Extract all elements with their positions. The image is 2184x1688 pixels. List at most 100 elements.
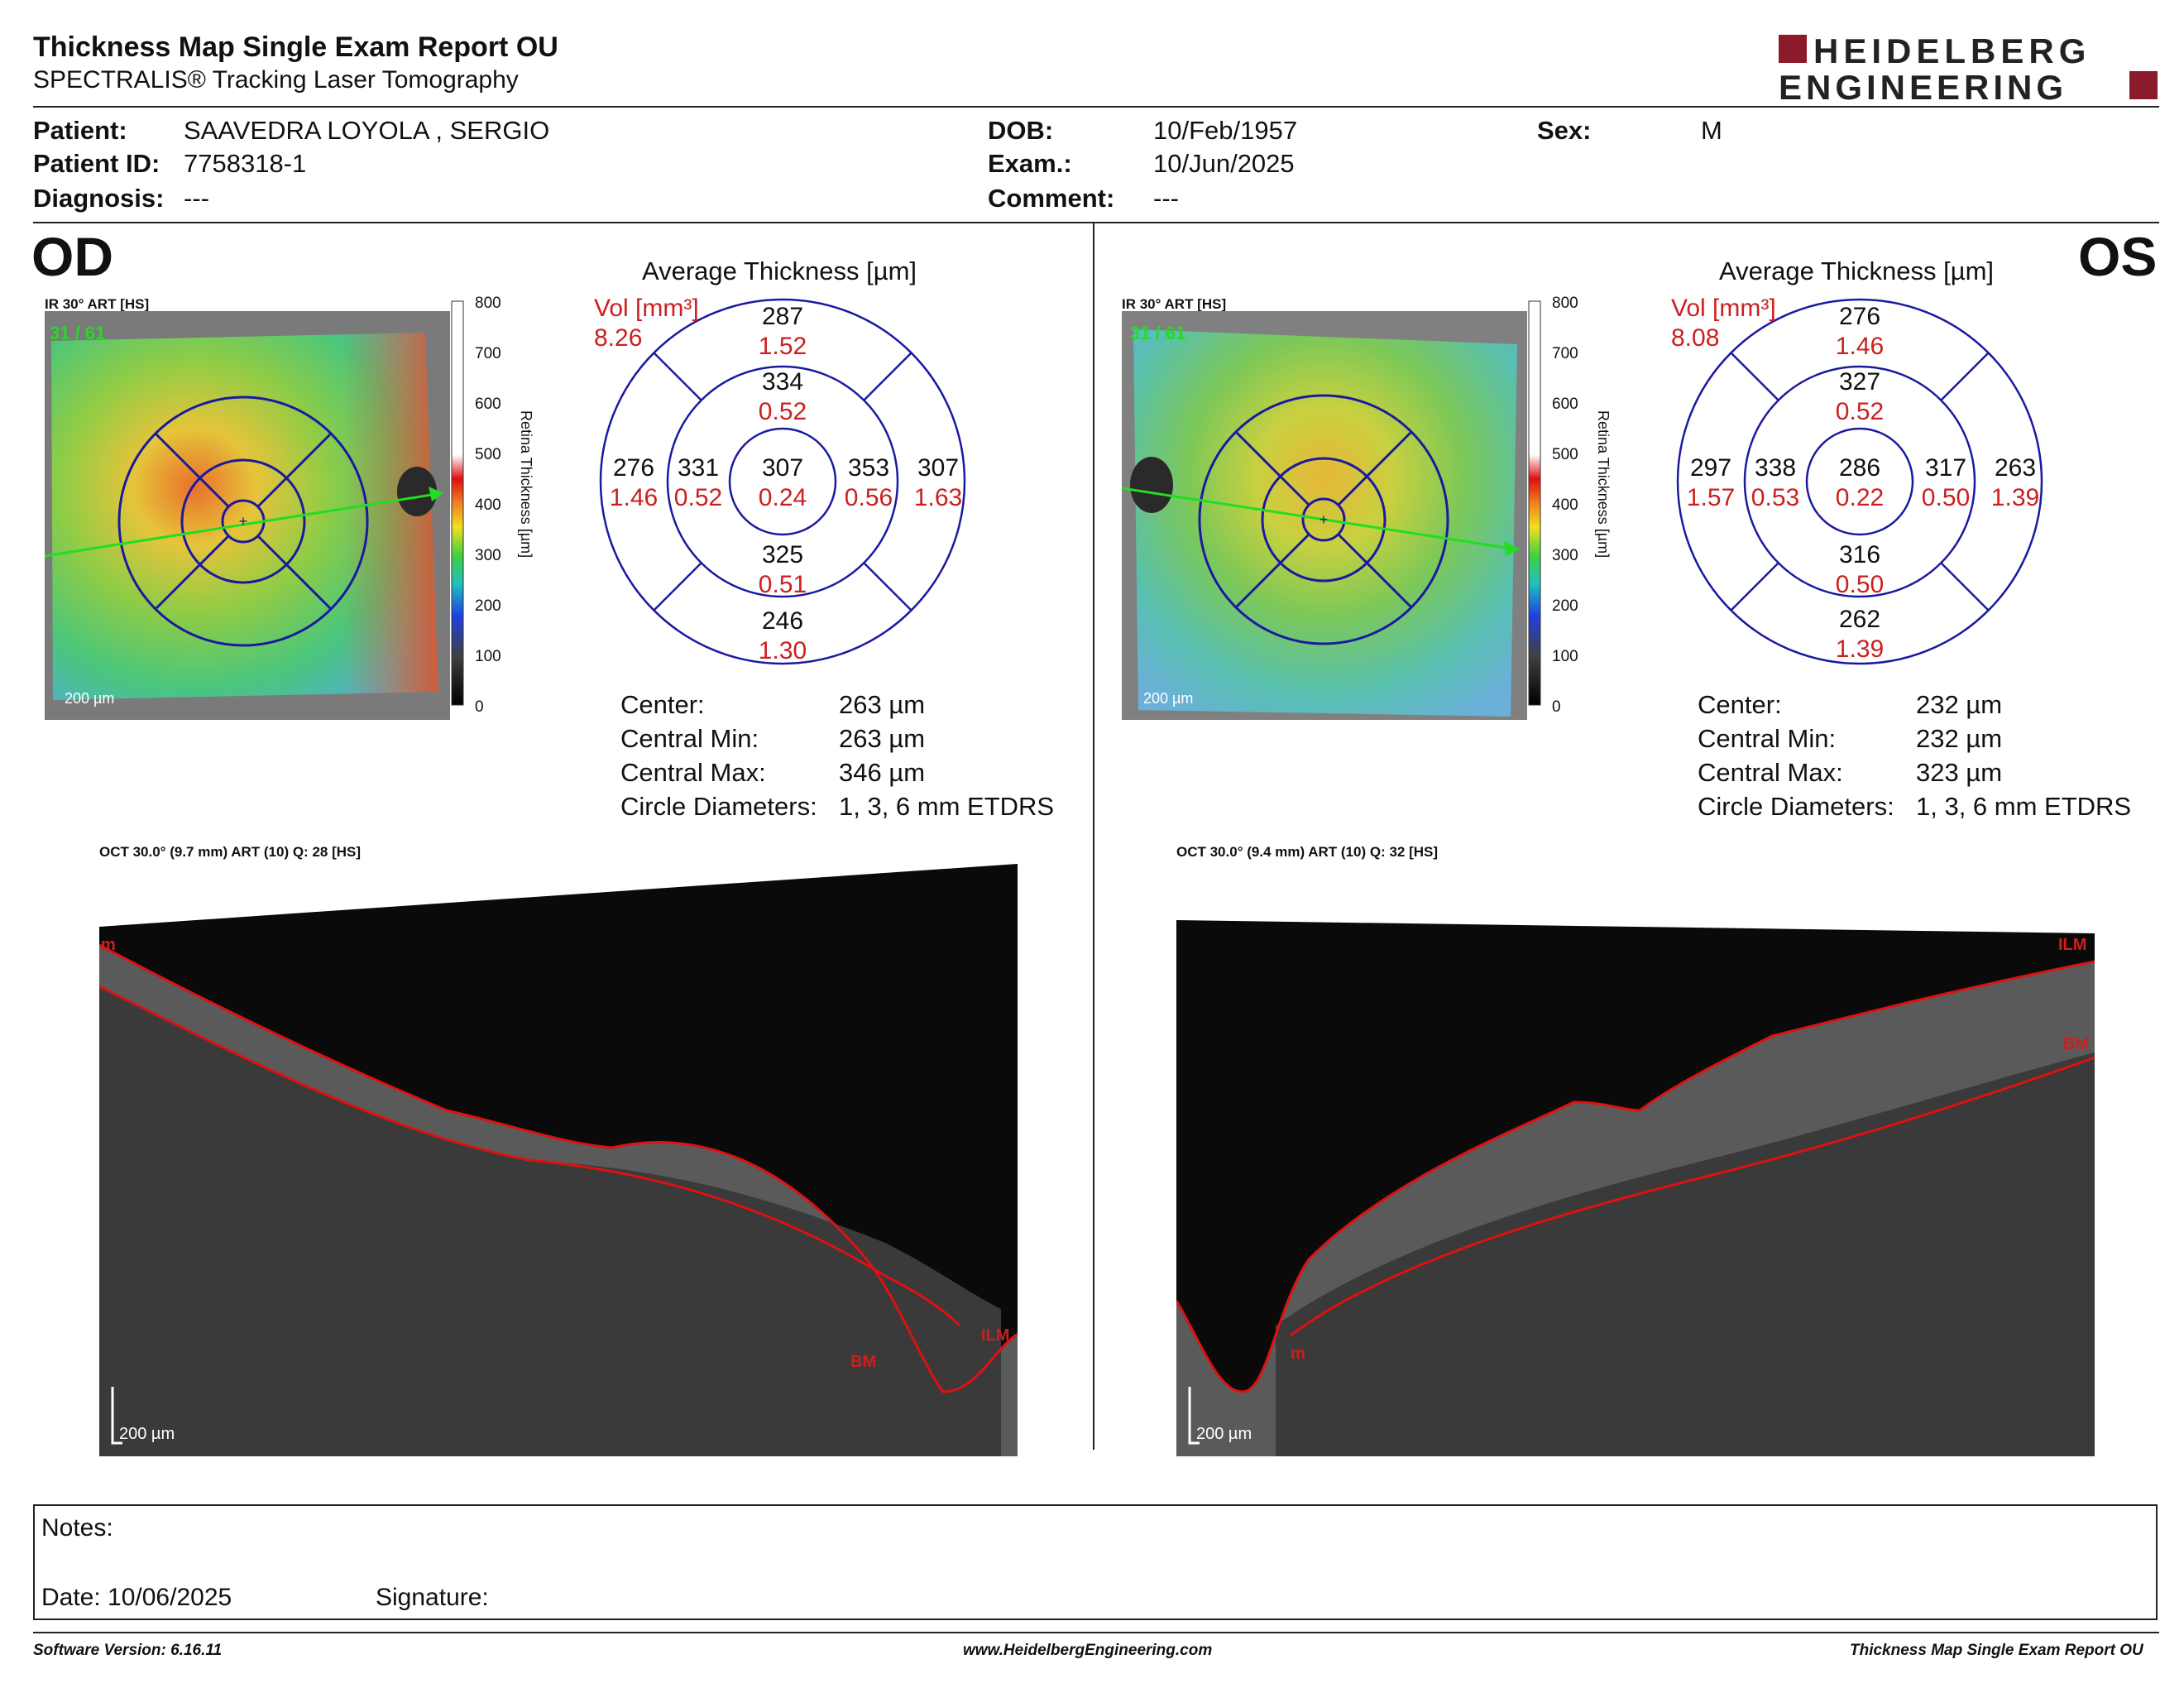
od-colorbar-title: Retina Thickness [µm] <box>518 410 534 558</box>
od-colorbar-gradient <box>451 300 464 706</box>
od-center-cross: + <box>239 513 248 530</box>
od-ilm-line <box>99 943 1018 1393</box>
os-thickness-map: + 31 / 61 200 µm <box>1122 311 1527 720</box>
os-ilm-line <box>1176 960 2095 1393</box>
os-cb-tick: 100 <box>1552 648 1578 665</box>
os-stat-value: 323 µm <box>1916 758 2003 787</box>
os-cb-tick: 0 <box>1552 698 1561 716</box>
od-stat-value: 263 µm <box>839 690 926 719</box>
os-oct-header: OCT 30.0° (9.4 mm) ART (10) Q: 32 [HS] <box>1176 844 1439 860</box>
os-cb-tick: 200 <box>1552 597 1578 615</box>
os-cb-tick: 600 <box>1552 396 1578 413</box>
od-inner-inf-vol: 0.51 <box>759 571 807 598</box>
od-inner-right-vol: 0.56 <box>845 484 893 511</box>
od-inner-sup-vol: 0.52 <box>759 398 807 425</box>
od-oct-label-bm: BM <box>850 1353 876 1371</box>
os-stat-value: 1, 3, 6 mm ETDRS <box>1916 792 2132 821</box>
os-colorbar-gradient <box>1528 300 1541 706</box>
os-colorbar-ticks: 800 700 600 500 400 300 200 100 0 <box>1552 295 1578 716</box>
od-oct-choroid <box>99 986 1001 1456</box>
os-inner-inf-thickness: 316 <box>1839 541 1880 568</box>
os-center-vol: 0.22 <box>1836 484 1884 511</box>
od-ir-counter: 31 / 61 <box>50 323 105 343</box>
od-cb-tick: 600 <box>475 396 501 413</box>
os-etdrs-grid <box>1198 394 1449 645</box>
comment-label: Comment: <box>988 184 1115 213</box>
os-inner-right-vol: 0.50 <box>1922 484 1970 511</box>
od-label: OD <box>31 226 113 287</box>
od-oct-label-ilm: ILM <box>981 1326 1009 1345</box>
od-oct-scale-bar <box>111 1387 122 1445</box>
os-avg-title: Average Thickness [µm] <box>1719 257 1995 285</box>
os-oct-label-bottom: m <box>1291 1345 1305 1363</box>
od-cb-tick: 200 <box>475 597 501 615</box>
os-vol-label: Vol [mm³] <box>1671 295 1776 322</box>
os-sector-values: 276 1.46 327 0.52 286 0.22 338 0.53 317 … <box>1687 303 2039 663</box>
od-outer-inf-thickness: 246 <box>762 607 803 635</box>
od-outer-right-thickness: 307 <box>917 454 959 482</box>
od-ir-scale: 200 µm <box>65 690 114 707</box>
os-stat-label: Center: <box>1698 690 1782 719</box>
website-link[interactable]: www.HeidelbergEngineering.com <box>963 1642 1213 1659</box>
os-stat-value: 232 µm <box>1916 690 2003 719</box>
od-oct-scale: 200 µm <box>119 1425 175 1443</box>
patient-name: SAAVEDRA LOYOLA , SERGIO <box>184 116 550 145</box>
od-vol-label: Vol [mm³] <box>594 295 699 322</box>
os-inner-inf-vol: 0.50 <box>1836 571 1884 598</box>
exam-value: 10/Jun/2025 <box>1153 149 1295 178</box>
os-heat-overlay <box>1133 329 1517 717</box>
od-scan-arrow <box>429 487 443 501</box>
os-colorbar: 800 700 600 500 400 300 200 100 0 Retina… <box>1528 295 1612 716</box>
os-oct-scale: 200 µm <box>1196 1425 1252 1443</box>
os-cb-tick: 700 <box>1552 345 1578 362</box>
patient-id-label: Patient ID: <box>33 149 160 178</box>
os-label: OS <box>2078 226 2158 287</box>
od-cb-tick: 0 <box>475 698 484 716</box>
os-outer-left-vol: 1.57 <box>1687 484 1735 511</box>
od-outer-right-vol: 1.63 <box>914 484 962 511</box>
od-outer-left-thickness: 276 <box>613 454 654 482</box>
signature-label: Signature: <box>376 1584 489 1611</box>
software-version: Software Version: 6.16.11 <box>33 1642 223 1659</box>
od-etdrs-rings <box>599 298 966 665</box>
od-sector-values: 287 1.52 334 0.52 307 0.24 331 0.52 353 … <box>610 303 962 664</box>
od-avg-title: Average Thickness [µm] <box>642 257 917 285</box>
logo-line1: HEIDELBERG <box>1813 31 2091 70</box>
od-stat-label: Central Min: <box>620 724 759 753</box>
patient-label: Patient: <box>33 116 127 145</box>
od-inner-sup-thickness: 334 <box>762 368 803 396</box>
os-ir-counter: 31 / 61 <box>1130 323 1185 343</box>
notes-box[interactable]: Notes: Date: 10/06/2025 Signature: <box>33 1504 2158 1620</box>
sex-label: Sex: <box>1537 116 1592 145</box>
os-oct-top-mask <box>1176 862 2095 933</box>
report-subtitle: SPECTRALIS® Tracking Laser Tomography <box>33 66 519 94</box>
diagnosis-value: --- <box>184 184 209 213</box>
os-cb-tick: 300 <box>1552 547 1578 564</box>
od-colorbar-ticks: 800 700 600 500 400 300 200 100 0 <box>475 295 501 716</box>
os-optic-disc <box>1130 457 1173 513</box>
od-outer-sup-vol: 1.52 <box>759 333 807 360</box>
sex-value: M <box>1701 116 1722 145</box>
dob-value: 10/Feb/1957 <box>1153 116 1298 145</box>
os-outer-left-thickness: 297 <box>1690 454 1731 482</box>
logo-line2: ENGINEERING <box>1779 68 2067 103</box>
od-oct-label-top: m <box>101 936 116 954</box>
os-oct-label-ilm: ILM <box>2058 936 2086 954</box>
os-ir-header: IR 30° ART [HS] <box>1122 296 1227 312</box>
os-scan-line <box>1122 487 1518 551</box>
od-heat-edge <box>51 333 438 700</box>
od-cb-tick: 100 <box>475 648 501 665</box>
od-cb-tick: 700 <box>475 345 501 362</box>
os-oct-label-bm: BM <box>2063 1035 2089 1053</box>
os-inner-sup-vol: 0.52 <box>1836 398 1884 425</box>
comment-value: --- <box>1153 184 1179 213</box>
exam-label: Exam.: <box>988 149 1072 178</box>
od-ir-header: IR 30° ART [HS] <box>45 296 150 312</box>
os-inner-right-thickness: 317 <box>1925 454 1966 482</box>
od-cb-tick: 800 <box>475 295 501 312</box>
od-inner-inf-thickness: 325 <box>762 541 803 568</box>
od-oct-header: OCT 30.0° (9.7 mm) ART (10) Q: 28 [HS] <box>99 844 362 860</box>
os-center-thickness: 286 <box>1839 454 1880 482</box>
od-outer-inf-vol: 1.30 <box>759 637 807 664</box>
od-scan-line <box>45 492 443 558</box>
